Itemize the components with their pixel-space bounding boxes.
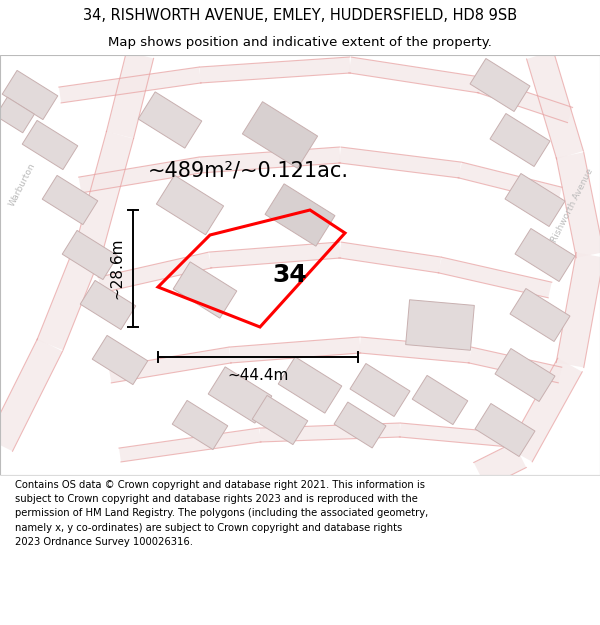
Polygon shape	[400, 423, 511, 447]
Polygon shape	[119, 428, 261, 462]
Polygon shape	[242, 102, 317, 168]
Polygon shape	[199, 147, 341, 173]
Polygon shape	[138, 92, 202, 148]
Text: Contains OS data © Crown copyright and database right 2021. This information is
: Contains OS data © Crown copyright and d…	[15, 479, 428, 547]
Polygon shape	[349, 57, 481, 93]
Text: Rishworth Avenue: Rishworth Avenue	[550, 166, 595, 244]
Polygon shape	[474, 442, 526, 488]
Polygon shape	[260, 423, 400, 442]
Polygon shape	[209, 242, 341, 268]
Polygon shape	[173, 262, 237, 318]
Polygon shape	[22, 121, 78, 169]
Polygon shape	[470, 59, 530, 111]
Polygon shape	[109, 347, 232, 383]
Polygon shape	[510, 289, 570, 341]
Text: 34: 34	[272, 263, 307, 287]
Polygon shape	[59, 67, 201, 103]
Polygon shape	[508, 358, 582, 462]
Polygon shape	[412, 376, 468, 424]
Text: 34, RISHWORTH AVENUE, EMLEY, HUDDERSFIELD, HD8 9SB: 34, RISHWORTH AVENUE, EMLEY, HUDDERSFIEL…	[83, 8, 517, 23]
Polygon shape	[2, 71, 58, 119]
Text: ~44.4m: ~44.4m	[227, 368, 289, 382]
Polygon shape	[339, 147, 461, 178]
Polygon shape	[468, 348, 562, 382]
Polygon shape	[0, 98, 34, 132]
Polygon shape	[98, 253, 212, 292]
Text: ~28.6m: ~28.6m	[110, 238, 125, 299]
Polygon shape	[359, 337, 471, 363]
Polygon shape	[478, 78, 572, 122]
Polygon shape	[208, 367, 272, 423]
Polygon shape	[438, 258, 552, 298]
Polygon shape	[556, 253, 600, 368]
Polygon shape	[527, 51, 583, 159]
Polygon shape	[556, 152, 600, 258]
Polygon shape	[505, 174, 565, 226]
Polygon shape	[80, 281, 136, 329]
Text: Warburton: Warburton	[7, 162, 37, 208]
Polygon shape	[458, 162, 562, 202]
Polygon shape	[278, 357, 342, 413]
Text: Map shows position and indicative extent of the property.: Map shows position and indicative extent…	[108, 36, 492, 49]
Polygon shape	[229, 337, 361, 363]
Polygon shape	[515, 229, 575, 281]
Polygon shape	[79, 157, 202, 193]
Polygon shape	[334, 402, 386, 448]
Polygon shape	[42, 176, 98, 224]
Polygon shape	[475, 404, 535, 456]
Polygon shape	[490, 114, 550, 166]
Polygon shape	[252, 396, 308, 444]
Polygon shape	[265, 184, 335, 246]
Polygon shape	[76, 131, 134, 249]
Polygon shape	[406, 300, 475, 350]
Polygon shape	[157, 175, 224, 235]
Polygon shape	[495, 349, 555, 401]
Polygon shape	[37, 240, 103, 350]
Text: ~489m²/~0.121ac.: ~489m²/~0.121ac.	[148, 160, 349, 180]
Polygon shape	[339, 242, 441, 273]
Polygon shape	[106, 52, 154, 138]
Polygon shape	[350, 364, 410, 416]
Polygon shape	[92, 336, 148, 384]
Polygon shape	[199, 57, 350, 83]
Polygon shape	[62, 231, 118, 279]
Polygon shape	[0, 339, 62, 451]
Polygon shape	[172, 401, 228, 449]
